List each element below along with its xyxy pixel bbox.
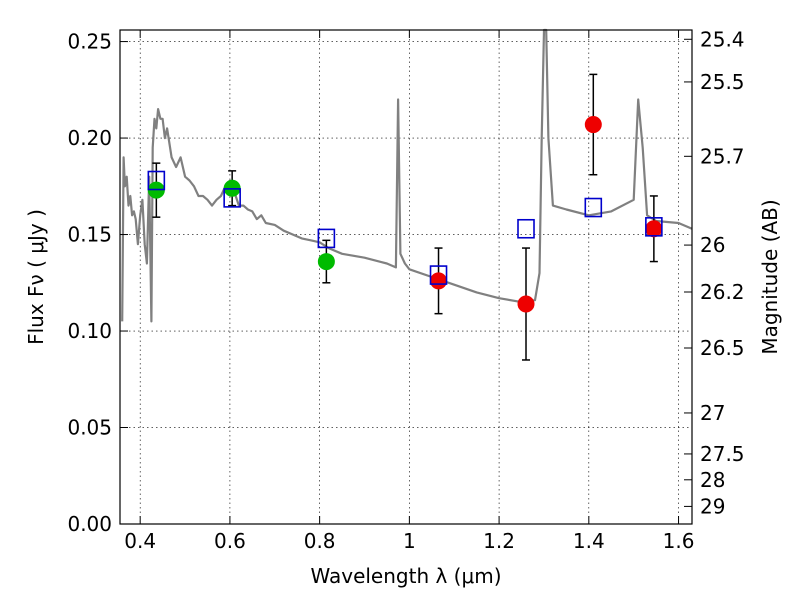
y2-axis-label: Magnitude (AB): [758, 199, 782, 354]
y2-tick-label: 25.4: [700, 27, 745, 51]
x-tick-label: 1.4: [573, 529, 605, 553]
x-tick-label: 1: [403, 529, 416, 553]
x-tick-label: 0.8: [304, 529, 336, 553]
y2-tick-label: 29: [700, 494, 725, 518]
y-tick-label: 0.25: [67, 30, 112, 54]
y2-tick-label: 26: [700, 233, 725, 257]
x-axis-label: Wavelength λ (μm): [310, 564, 501, 588]
model-box-marker: [517, 218, 535, 239]
y2-tick-label: 25.5: [700, 70, 745, 94]
model-box-marker: [317, 228, 336, 249]
x-tick-label: 1.6: [663, 529, 695, 553]
y2-tick-label: 26.5: [700, 336, 745, 360]
model-box-marker: [584, 197, 603, 218]
model-box-marker: [429, 265, 448, 285]
plot-frame: [119, 29, 693, 525]
y2-tick-label: 27.5: [700, 442, 745, 466]
y-tick-label: 0.20: [67, 126, 112, 150]
model-box-marker: [147, 170, 166, 191]
y2-tick-label: 27: [700, 401, 725, 425]
model-spectrum-layer: [121, 28, 693, 323]
grid: [120, 30, 692, 525]
x-tick-label: 0.4: [124, 529, 156, 553]
model-box-marker: [223, 188, 241, 208]
y2-tick-label: 25.7: [700, 144, 745, 168]
red-data-point: [584, 116, 602, 134]
y-tick-label: 0.05: [67, 416, 112, 440]
ticks: [120, 30, 692, 525]
y-tick-label: 0.15: [67, 223, 112, 247]
red-data-point: [645, 220, 663, 238]
model-boxes-layer: [147, 170, 663, 285]
y-tick-label: 0.00: [67, 512, 112, 536]
y-axis-label: Flux Fν ( μJy ): [24, 209, 48, 345]
x-tick-label: 1.2: [483, 529, 515, 553]
y2-tick-label: 26.2: [700, 280, 745, 304]
y2-tick-label: 28: [700, 468, 725, 492]
green-data-point: [317, 253, 335, 271]
model-box-marker: [645, 217, 663, 237]
red-data-point: [517, 295, 535, 313]
red-data-point: [430, 272, 448, 290]
tick-labels: 0.4 0.6 0.8 1 1.2 1.4 1.6 0.00 0.05 0.10 0.15 0.20 0…: [67, 27, 744, 553]
data-points-layer: [147, 116, 663, 313]
y-tick-label: 0.10: [67, 319, 112, 343]
errorbars-layer: [152, 73, 658, 361]
model-spectrum-line: [121, 28, 693, 323]
x-tick-label: 0.6: [214, 529, 246, 553]
